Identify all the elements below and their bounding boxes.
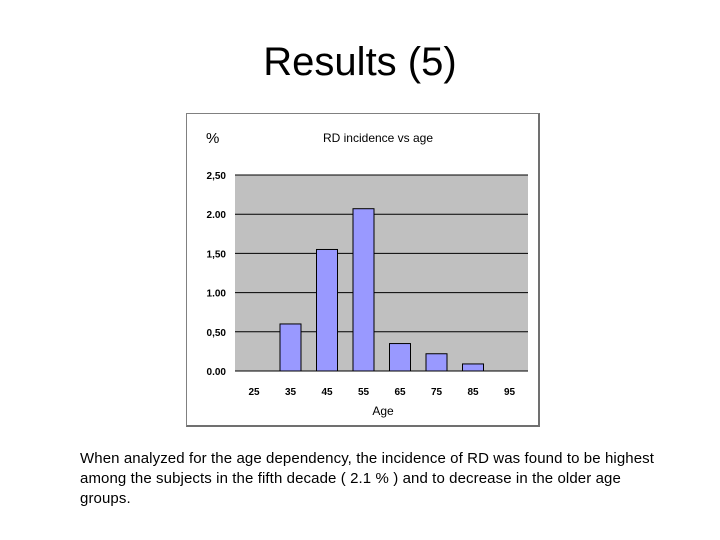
y-tick-label: 2,50 — [207, 171, 227, 182]
x-tick-label: 25 — [248, 387, 260, 398]
x-tick-label: 35 — [285, 387, 297, 398]
x-tick-label: 45 — [321, 387, 333, 398]
x-tick-label: 65 — [394, 387, 406, 398]
y-tick-label: 2.00 — [207, 210, 227, 221]
bar — [425, 353, 448, 372]
x-tick-label: 95 — [504, 387, 516, 398]
chart-frame: % RD incidence vs age 0.00 0,50 1.00 1,50 2.… — [186, 113, 540, 427]
bar — [352, 208, 375, 372]
gridlines — [235, 174, 528, 333]
y-axis-label: % — [206, 130, 219, 147]
bar-chart: % RD incidence vs age 0.00 0,50 1.00 1,50 2.… — [206, 130, 528, 418]
x-tick-labels: 25 35 45 55 65 75 85 95 — [248, 387, 515, 398]
y-tick-labels: 0.00 0,50 1.00 1,50 2.00 2,50 — [207, 171, 227, 378]
y-tick-label: 0.00 — [207, 367, 227, 378]
x-tick-label: 55 — [358, 387, 370, 398]
bar — [279, 323, 302, 372]
x-tick-label: 85 — [467, 387, 479, 398]
slide-caption: When analyzed for the age dependency, th… — [80, 450, 655, 507]
y-tick-label: 1.00 — [207, 289, 227, 300]
slide-title: Results (5) — [263, 40, 457, 84]
x-tick-label: 75 — [431, 387, 443, 398]
bar — [316, 248, 338, 372]
bar — [389, 343, 411, 372]
chart-title: RD incidence vs age — [323, 131, 433, 145]
plot-area — [235, 175, 528, 371]
x-axis-label: Age — [372, 404, 394, 418]
y-tick-label: 0,50 — [207, 328, 227, 339]
y-tick-label: 1,50 — [207, 249, 227, 260]
bar — [462, 363, 484, 372]
